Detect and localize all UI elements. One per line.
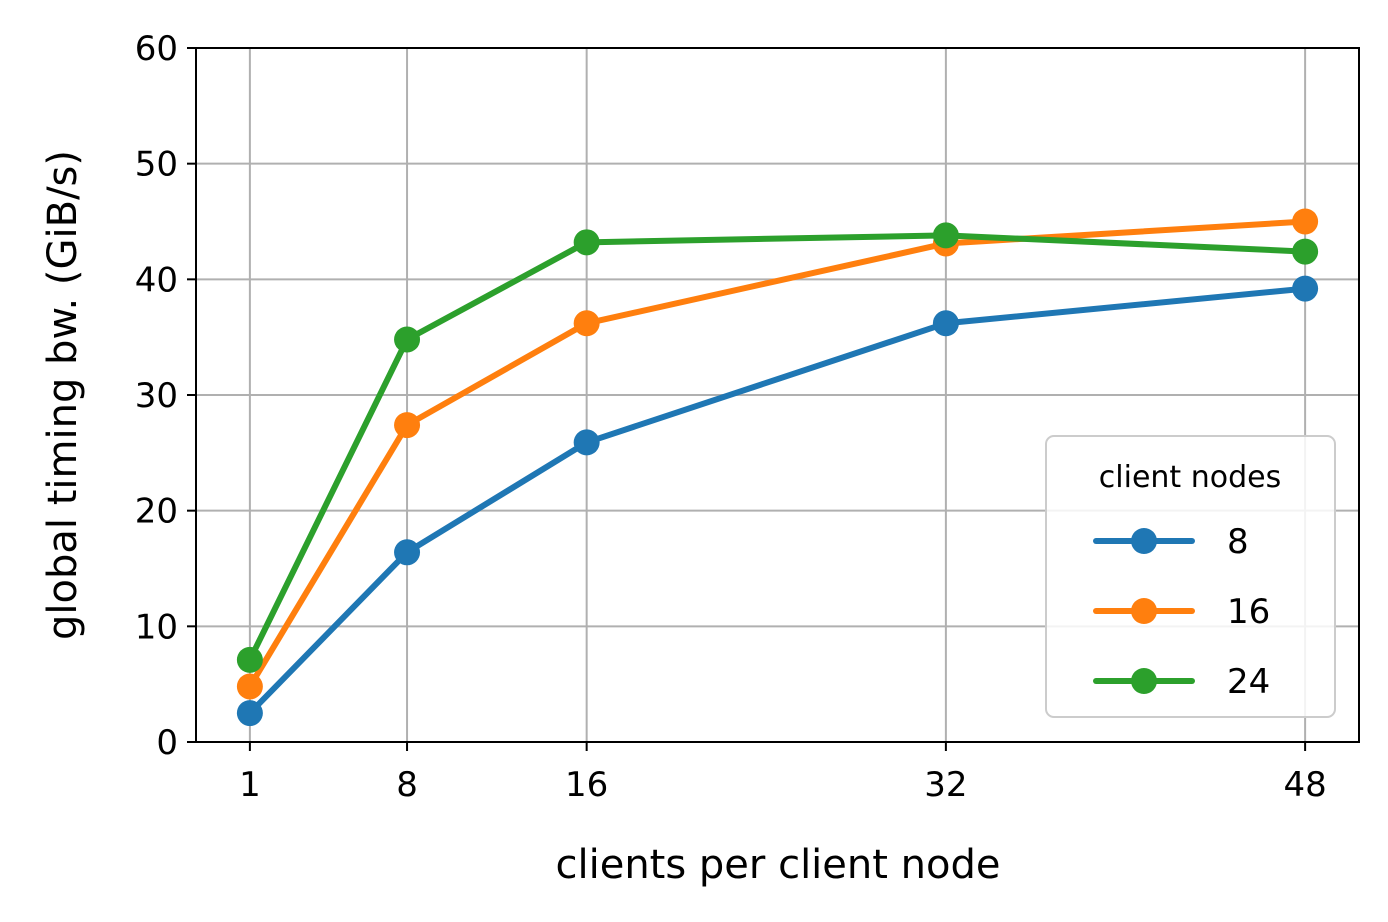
y-tick-label: 60 xyxy=(135,29,178,69)
series-8 xyxy=(236,275,1319,727)
legend-marker-24 xyxy=(1131,668,1157,694)
legend-box xyxy=(1045,435,1336,718)
y-tick-label: 40 xyxy=(135,260,178,300)
data-point-16 xyxy=(573,310,600,337)
data-point-24 xyxy=(1292,238,1319,265)
legend-entry-8: 8 xyxy=(1093,522,1249,562)
y-tick-label: 50 xyxy=(135,145,178,185)
x-tick-label: 1 xyxy=(239,765,261,805)
data-point-16 xyxy=(236,673,263,700)
data-point-16 xyxy=(394,412,421,439)
x-tick-label: 32 xyxy=(924,765,967,805)
x-tick-label: 8 xyxy=(396,765,418,805)
legend-entry-16: 16 xyxy=(1093,592,1270,632)
legend-marker-16 xyxy=(1131,598,1157,624)
legend-label-8: 8 xyxy=(1227,522,1249,562)
legend-label-16: 16 xyxy=(1227,592,1270,632)
x-tick-label: 48 xyxy=(1283,765,1326,805)
data-point-24 xyxy=(932,222,959,249)
legend-title: client nodes xyxy=(1099,460,1281,495)
series-24 xyxy=(236,222,1319,673)
y-tick-label: 0 xyxy=(156,723,178,763)
y-tick-labels: 0 10 20 30 40 50 60 xyxy=(135,29,178,763)
data-point-8 xyxy=(236,700,263,727)
data-point-8 xyxy=(394,539,421,566)
data-point-8 xyxy=(573,429,600,456)
y-tick-label: 30 xyxy=(135,376,178,416)
y-tick-label: 10 xyxy=(135,607,178,647)
data-point-24 xyxy=(236,646,263,673)
x-tick-label: 16 xyxy=(565,765,608,805)
legend-entries: 8 16 24 xyxy=(1093,522,1270,702)
axis-ticks xyxy=(187,47,1307,751)
x-axis-label: clients per client node xyxy=(556,842,1001,888)
series-lines xyxy=(236,208,1319,727)
data-point-24 xyxy=(573,229,600,256)
data-point-24 xyxy=(394,326,421,353)
legend: client nodes 8 16 24 xyxy=(1045,435,1336,718)
x-tick-labels: 1 8 16 32 48 xyxy=(239,765,1327,805)
y-tick-label: 20 xyxy=(135,492,178,532)
data-point-8 xyxy=(932,310,959,337)
legend-entry-24: 24 xyxy=(1093,662,1270,702)
legend-label-24: 24 xyxy=(1227,662,1270,702)
y-axis-label: global timing bw. (GiB/s) xyxy=(40,150,86,640)
legend-marker-8 xyxy=(1131,528,1157,554)
series-16 xyxy=(236,208,1319,700)
data-point-16 xyxy=(1292,208,1319,235)
data-point-8 xyxy=(1292,275,1319,302)
